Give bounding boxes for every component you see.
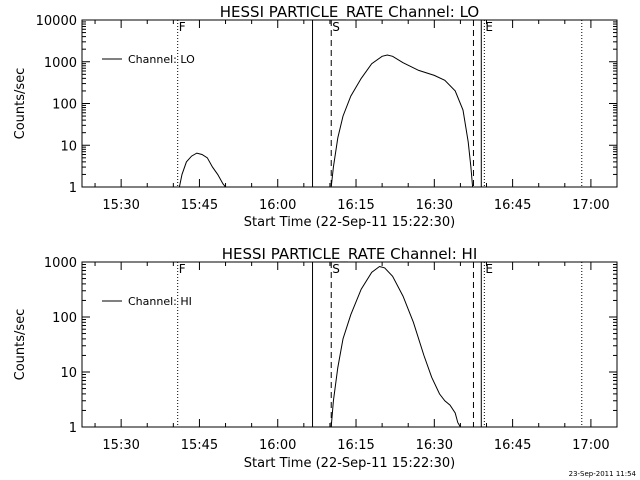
panel2-x-tick-label: 15:45 <box>181 438 218 453</box>
panel1-x-tick-label: 16:45 <box>494 198 531 213</box>
panel2-y-tick-label: 1000 <box>44 256 77 271</box>
panel2-plot-frame <box>81 261 618 428</box>
panel2-chart-title: HESSI PARTICLE_RATE Channel: HI <box>222 245 478 264</box>
timestamp-stamp: 23-Sep-2011 11:54 <box>568 470 636 478</box>
panel2-x-tick-label: 16:00 <box>259 438 296 453</box>
panel1-y-tick-label: 1000 <box>44 56 77 71</box>
panel1-plot-frame <box>81 19 618 188</box>
panel2-x-tick-label: 16:15 <box>337 438 374 453</box>
panel2-x-tick-label: 17:00 <box>572 438 609 453</box>
panel1-series-line <box>178 152 226 188</box>
panel1-x-tick-label: 15:30 <box>102 198 139 213</box>
panel1-y-tick-label: 100 <box>52 98 77 113</box>
panel1-event-marker-label: S <box>332 20 340 34</box>
panel1-event-marker-label: E <box>485 20 493 34</box>
panel2-legend-label: Channel: HI <box>128 295 192 308</box>
panel2-y-tick-label: 10 <box>60 366 77 381</box>
panel1-legend-label: Channel: LO <box>128 53 195 66</box>
panel2-event-marker-label: F <box>179 262 186 276</box>
panel1-x-tick-label: 15:45 <box>181 198 218 213</box>
panel2-x-tick-label: 16:45 <box>494 438 531 453</box>
panel2-x-tick-label: 16:30 <box>416 438 453 453</box>
panel2-x-tick-label: 15:30 <box>102 438 139 453</box>
panel2-event-marker-label: S <box>332 262 340 276</box>
panel1-x-axis-label: Start Time (22-Sep-11 15:22:30) <box>244 215 455 230</box>
panel2-y-axis-label: Counts/sec <box>13 309 28 381</box>
panel1-chart-title: HESSI PARTICLE_RATE Channel: LO <box>220 3 479 22</box>
panel1-y-tick-label: 10000 <box>36 14 77 29</box>
panel2-series-line <box>330 265 461 428</box>
panel1-x-tick-label: 16:00 <box>259 198 296 213</box>
panel1-y-axis-label: Counts/sec <box>13 68 28 140</box>
panel2-y-tick-label: 100 <box>52 311 77 326</box>
panel1-y-tick-label: 1 <box>69 181 77 196</box>
panel2-event-marker-label: E <box>485 262 493 276</box>
panel1-x-tick-label: 17:00 <box>572 198 609 213</box>
panel1-y-tick-label: 10 <box>60 139 77 154</box>
panel1-x-tick-label: 16:15 <box>337 198 374 213</box>
panel2-y-tick-label: 1 <box>69 421 77 436</box>
panel1-series-line <box>330 54 474 188</box>
panel1-event-marker-label: F <box>179 20 186 34</box>
panel1-x-tick-label: 16:30 <box>416 198 453 213</box>
panel2-x-axis-label: Start Time (22-Sep-11 15:22:30) <box>244 456 455 471</box>
